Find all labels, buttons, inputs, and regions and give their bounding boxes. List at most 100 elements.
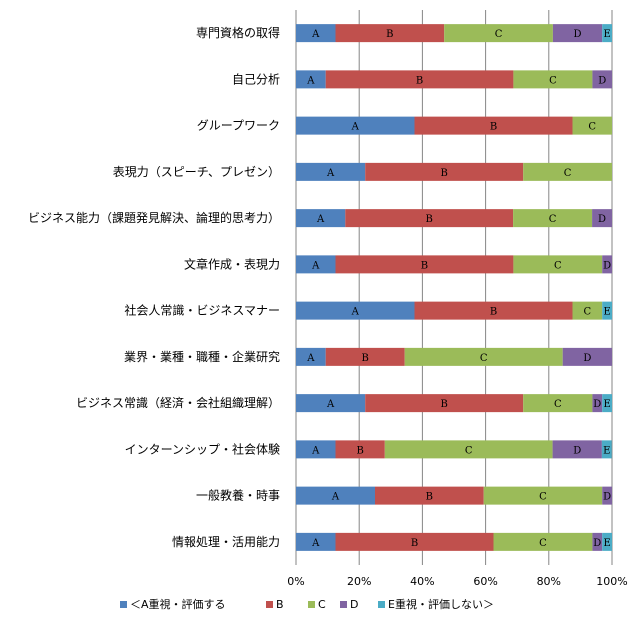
bar-segment-d: [592, 532, 603, 551]
segment-label: B: [386, 29, 393, 40]
bar-segment-b: [335, 24, 445, 43]
segment-label: B: [441, 168, 448, 179]
segment-label: B: [421, 260, 428, 271]
segment-label: C: [549, 214, 557, 225]
category-label: 表現力（スピーチ、プレゼン）: [113, 165, 280, 179]
bar-segment-c: [483, 486, 603, 505]
legend-entry: ＜A重視・評価する: [130, 597, 226, 611]
category-label: 専門資格の取得: [196, 25, 280, 40]
bar-segment-c: [513, 255, 603, 274]
bar-segment-c: [513, 70, 593, 89]
legend-entry: B: [276, 598, 284, 611]
bar-segment-a: [296, 301, 415, 320]
segment-label: D: [598, 214, 606, 225]
segment-label: B: [426, 492, 433, 503]
legend: ＜A重視・評価する B C D E重視・評価しない＞: [120, 597, 494, 611]
bar-segment-a: [296, 24, 336, 43]
legend-swatch: [340, 601, 347, 608]
bar-segment-a: [296, 394, 366, 413]
segment-label: D: [593, 538, 601, 549]
bar-segment-a: [296, 532, 336, 551]
segment-label: E: [603, 445, 610, 456]
segment-label: C: [539, 492, 547, 503]
x-tick-label: 60%: [473, 575, 497, 588]
segment-label: B: [416, 75, 423, 86]
segment-label: A: [316, 214, 325, 225]
segment-label: B: [490, 307, 497, 318]
bar-segment-d: [552, 24, 603, 43]
bar-segment-b: [365, 162, 524, 181]
bar-segment-b: [325, 347, 405, 366]
bar-segment-a: [296, 116, 415, 135]
segment-label: A: [306, 353, 315, 364]
bar-segment-d: [592, 209, 612, 228]
bar-segment-c: [572, 116, 612, 135]
segment-label: A: [306, 75, 315, 86]
segment-label: A: [311, 29, 320, 40]
bar-segment-c: [384, 440, 553, 459]
segment-label: A: [326, 168, 335, 179]
bar-segment-a: [296, 162, 366, 181]
segment-label: C: [465, 445, 473, 456]
bar-segment-a: [296, 209, 346, 228]
category-label: ビジネス常識（経済・会社組織理解）: [76, 395, 280, 410]
bar-segment-b: [345, 209, 514, 228]
bar-segment-a: [296, 347, 326, 366]
x-tick-label: 40%: [410, 575, 434, 588]
segment-label: C: [495, 29, 503, 40]
bar-segment-b: [414, 301, 573, 320]
bar-segment-c: [493, 532, 593, 551]
segment-label: A: [351, 122, 360, 133]
bar-segment-d: [552, 440, 602, 459]
bar-segment-d: [592, 394, 603, 413]
segment-label: A: [331, 492, 340, 503]
category-label: 社会人常識・ビジネスマナー: [124, 303, 280, 318]
bar-segment-a: [296, 255, 336, 274]
bar-segment-d: [602, 255, 612, 274]
segment-label: A: [311, 445, 320, 456]
bar-segment-c: [404, 347, 563, 366]
segment-label: A: [311, 538, 320, 549]
bar-segment-e: [602, 301, 612, 320]
segment-label: E: [603, 538, 610, 549]
bar-segment-c: [523, 394, 593, 413]
bar-segment-d: [592, 70, 612, 89]
category-label: 業界・業種・職種・企業研究: [124, 349, 280, 364]
segment-label: B: [362, 353, 369, 364]
category-label: 文章作成・表現力: [184, 256, 280, 271]
segment-label: D: [598, 75, 606, 86]
segment-label: E: [603, 307, 610, 318]
segment-label: A: [311, 260, 320, 271]
category-label: 情報処理・活用能力: [172, 535, 280, 549]
segment-label: A: [351, 307, 360, 318]
bar-segment-b: [335, 255, 514, 274]
segment-label: C: [539, 538, 547, 549]
x-tick-label: 0%: [287, 575, 304, 588]
segment-label: D: [583, 353, 591, 364]
segment-label: E: [603, 399, 610, 410]
bar-segment-d: [562, 347, 612, 366]
segment-label: B: [441, 399, 448, 410]
bar-segment-c: [572, 301, 603, 320]
bar-segment-b: [335, 440, 385, 459]
bar-segments: A B C D EA B C DA B CA B CA B C DA B C DA B C EA B C DA B C D EA B C D…: [296, 24, 612, 551]
category-label: インターンシップ・社会体験: [125, 441, 280, 456]
legend-entry: C: [318, 598, 326, 611]
segment-label: E: [603, 29, 610, 40]
segment-label: B: [490, 122, 497, 133]
segment-label: C: [564, 168, 572, 179]
x-tick-label: 80%: [537, 575, 561, 588]
bar-segment-c: [444, 24, 553, 43]
bar-segment-c: [513, 209, 593, 228]
category-label: ビジネス能力（課題発見解決、論理的思考力）: [28, 210, 280, 225]
bar-segment-e: [602, 24, 612, 43]
bar-segment-c: [523, 162, 612, 181]
segment-label: A: [326, 399, 335, 410]
segment-label: C: [554, 260, 562, 271]
segment-label: B: [411, 538, 418, 549]
legend-swatch: [266, 601, 273, 608]
segment-label: C: [549, 75, 557, 86]
segment-label: C: [480, 353, 488, 364]
